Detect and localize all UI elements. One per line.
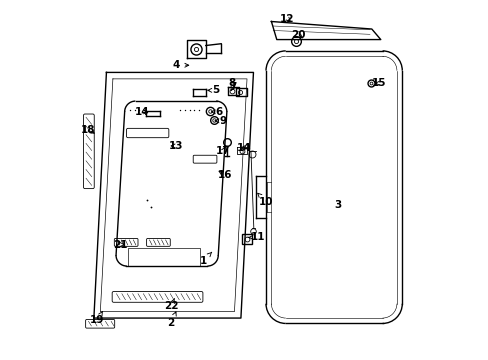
Text: 2: 2: [167, 312, 176, 328]
Text: 17: 17: [215, 146, 230, 156]
Text: 20: 20: [290, 30, 305, 40]
Text: 9: 9: [215, 116, 226, 126]
Text: 15: 15: [371, 78, 386, 88]
Text: 12: 12: [280, 14, 294, 24]
Text: 7: 7: [229, 82, 236, 92]
Text: 16: 16: [217, 170, 231, 180]
Text: 3: 3: [333, 200, 341, 210]
Text: 5: 5: [207, 85, 219, 95]
Text: 11: 11: [247, 232, 265, 242]
Text: 18: 18: [81, 125, 96, 135]
Text: 1: 1: [199, 252, 211, 266]
Text: 10: 10: [257, 193, 273, 207]
Text: 13: 13: [169, 141, 183, 151]
Text: 14: 14: [135, 107, 149, 117]
Text: 6: 6: [211, 107, 223, 117]
Text: 8: 8: [228, 78, 235, 88]
Text: 14: 14: [237, 143, 251, 153]
Text: 21: 21: [113, 239, 128, 249]
Text: 22: 22: [163, 298, 178, 311]
Text: 4: 4: [172, 60, 188, 70]
Text: 19: 19: [90, 312, 104, 325]
